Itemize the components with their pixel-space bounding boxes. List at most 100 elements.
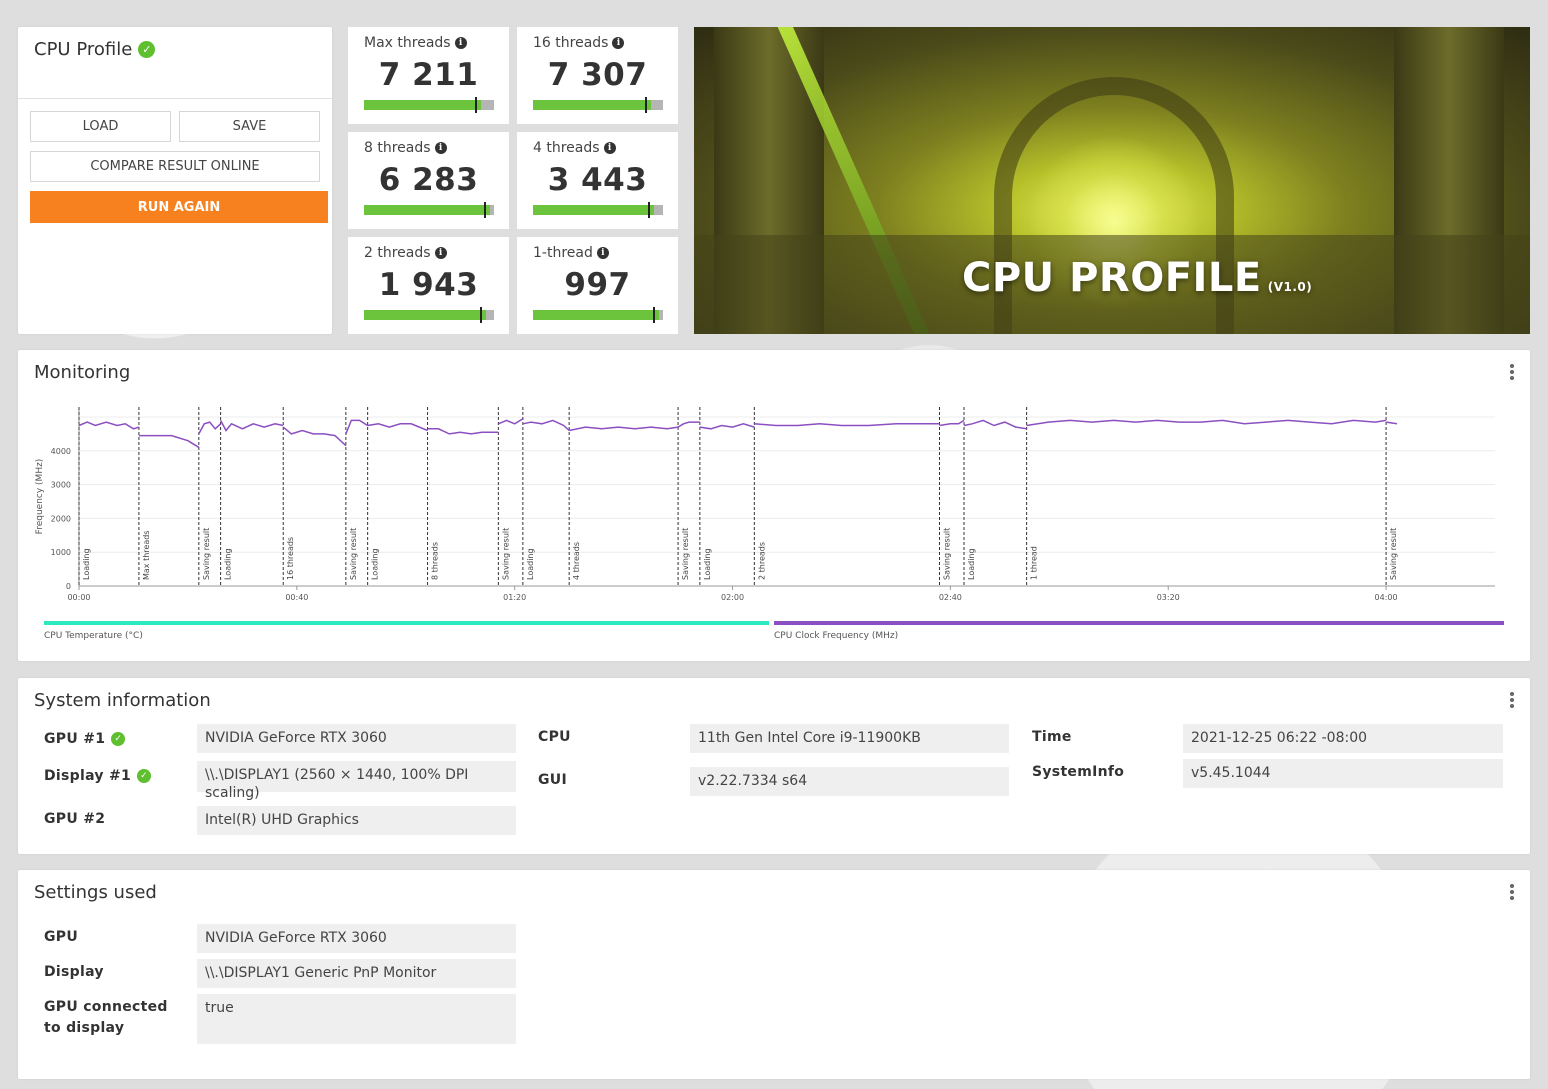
phase-marker-label: 16 threads bbox=[286, 537, 295, 580]
score-bar bbox=[533, 202, 663, 218]
score-bar-fill bbox=[364, 205, 491, 215]
info-icon[interactable]: i bbox=[434, 247, 447, 259]
score-bar-marker bbox=[653, 307, 656, 323]
x-tick-label: 02:00 bbox=[721, 593, 744, 602]
score-bar-fill bbox=[364, 310, 487, 320]
save-button[interactable]: SAVE bbox=[179, 111, 320, 142]
clock-frequency-line bbox=[282, 426, 347, 447]
score-value: 997 bbox=[564, 267, 631, 303]
score-bar bbox=[533, 97, 663, 113]
x-tick-label: 02:40 bbox=[939, 593, 962, 602]
time-value: 2021-12-25 06:22 -08:00 bbox=[1183, 724, 1503, 753]
clock-frequency-line bbox=[367, 423, 428, 432]
clock-frequency-line bbox=[754, 423, 940, 427]
clock-frequency-line bbox=[219, 420, 284, 432]
clock-frequency-line bbox=[345, 419, 368, 435]
score-label-text: 16 threads bbox=[533, 35, 609, 51]
info-icon[interactable]: i bbox=[596, 247, 609, 259]
settings-title: Settings used bbox=[34, 882, 157, 903]
gpu2-value: Intel(R) UHD Graphics bbox=[197, 806, 516, 835]
y-tick-label: 2000 bbox=[51, 514, 71, 523]
x-tick-label: 01:20 bbox=[503, 593, 526, 602]
score-tile: 8 threads i 6 283 bbox=[348, 132, 509, 229]
score-value: 1 943 bbox=[378, 267, 479, 303]
info-icon[interactable]: i bbox=[603, 142, 616, 154]
y-axis-label: Frequency (MHz) bbox=[35, 459, 45, 535]
gpu1-label-text: GPU #1 bbox=[44, 731, 106, 747]
gpu2-label: GPU #2 bbox=[44, 811, 106, 827]
score-bar bbox=[533, 307, 663, 323]
clock-frequency-line bbox=[522, 419, 570, 432]
score-label-text: 8 threads bbox=[364, 140, 431, 156]
score-bar-marker bbox=[480, 307, 483, 323]
settings-gpu-label: GPU bbox=[44, 929, 79, 945]
settings-menu-icon[interactable] bbox=[1510, 884, 1514, 900]
systeminfo-label: SystemInfo bbox=[1032, 764, 1125, 780]
settings-display-value: \\.\DISPLAY1 Generic PnP Monitor bbox=[197, 959, 516, 988]
y-tick-label: 4000 bbox=[51, 447, 71, 456]
info-icon[interactable]: i bbox=[612, 37, 625, 49]
score-value: 6 283 bbox=[378, 162, 479, 198]
gui-value: v2.22.7334 s64 bbox=[690, 767, 1009, 796]
cpu-label: CPU bbox=[538, 729, 571, 745]
score-bar-fill bbox=[364, 100, 481, 110]
phase-marker-label: Loading bbox=[526, 548, 535, 580]
gpu1-label: GPU #1 ✓ bbox=[44, 731, 126, 747]
display1-label-text: Display #1 bbox=[44, 768, 132, 784]
x-tick-label: 00:00 bbox=[67, 593, 90, 602]
score-label-text: 2 threads bbox=[364, 245, 431, 261]
legend-temperature-bar[interactable] bbox=[44, 621, 769, 625]
phase-marker-label: Loading bbox=[967, 548, 976, 580]
check-icon: ✓ bbox=[111, 732, 126, 746]
info-icon[interactable]: i bbox=[454, 37, 467, 49]
x-tick-label: 00:40 bbox=[285, 593, 308, 602]
clock-frequency-line bbox=[138, 434, 200, 449]
score-bar bbox=[364, 97, 494, 113]
score-bar bbox=[364, 202, 494, 218]
x-tick-label: 04:00 bbox=[1375, 593, 1398, 602]
y-tick-label: 1000 bbox=[51, 548, 71, 557]
clock-frequency-line bbox=[569, 426, 679, 432]
monitoring-menu-icon[interactable] bbox=[1510, 364, 1514, 380]
y-tick-label: 0 bbox=[66, 582, 71, 591]
load-button[interactable]: LOAD bbox=[30, 111, 171, 142]
cpu-value: 11th Gen Intel Core i9-11900KB bbox=[690, 724, 1009, 753]
score-label: Max threads i bbox=[364, 35, 467, 51]
hero-title-band bbox=[694, 235, 1530, 334]
legend-clock-bar[interactable] bbox=[774, 621, 1504, 625]
phase-marker-label: Loading bbox=[224, 548, 233, 580]
run-again-button[interactable]: RUN AGAIN bbox=[30, 191, 328, 223]
sysinfo-title: System information bbox=[34, 690, 211, 711]
sysinfo-menu-icon[interactable] bbox=[1510, 692, 1514, 708]
gpu1-value: NVIDIA GeForce RTX 3060 bbox=[197, 724, 516, 753]
score-label: 2 threads i bbox=[364, 245, 447, 261]
phase-marker-label: Saving result bbox=[942, 528, 951, 580]
hero-version: (V1.0) bbox=[1267, 280, 1313, 294]
clock-frequency-line bbox=[963, 419, 1027, 430]
score-tile: 2 threads i 1 943 bbox=[348, 237, 509, 334]
compare-result-online-button[interactable]: COMPARE RESULT ONLINE bbox=[30, 151, 320, 182]
score-bar-fill bbox=[533, 100, 652, 110]
score-tile: 16 threads i 7 307 bbox=[517, 27, 678, 124]
clock-frequency-line bbox=[1385, 421, 1398, 425]
system-information-panel: System information GPU #1 ✓ NVIDIA GeForc… bbox=[18, 678, 1530, 854]
settings-connected-value: true bbox=[197, 994, 516, 1044]
info-icon[interactable]: i bbox=[434, 142, 447, 154]
clock-frequency-line bbox=[1026, 419, 1387, 427]
phase-marker-label: 2 threads bbox=[757, 542, 766, 580]
clock-frequency-line bbox=[677, 421, 700, 428]
check-icon: ✓ bbox=[137, 769, 152, 783]
monitoring-panel: Monitoring 0 1000 2000 3000 4000 Frequency (M… bbox=[18, 350, 1530, 661]
score-bar-fill bbox=[533, 310, 660, 320]
phase-marker-label: Saving result bbox=[681, 528, 690, 580]
score-bar-marker bbox=[647, 202, 650, 218]
display1-label: Display #1 ✓ bbox=[44, 768, 152, 784]
x-tick-label: 03:20 bbox=[1157, 593, 1180, 602]
score-label: 1-thread i bbox=[533, 245, 609, 261]
phase-marker-label: Loading bbox=[82, 548, 91, 580]
score-bar-marker bbox=[475, 97, 477, 113]
score-label: 16 threads i bbox=[533, 35, 625, 51]
phase-marker-label: 4 threads bbox=[572, 542, 581, 580]
legend-clock-label: CPU Clock Frequency (MHz) bbox=[774, 631, 899, 641]
profile-title: CPU Profile bbox=[34, 39, 133, 60]
